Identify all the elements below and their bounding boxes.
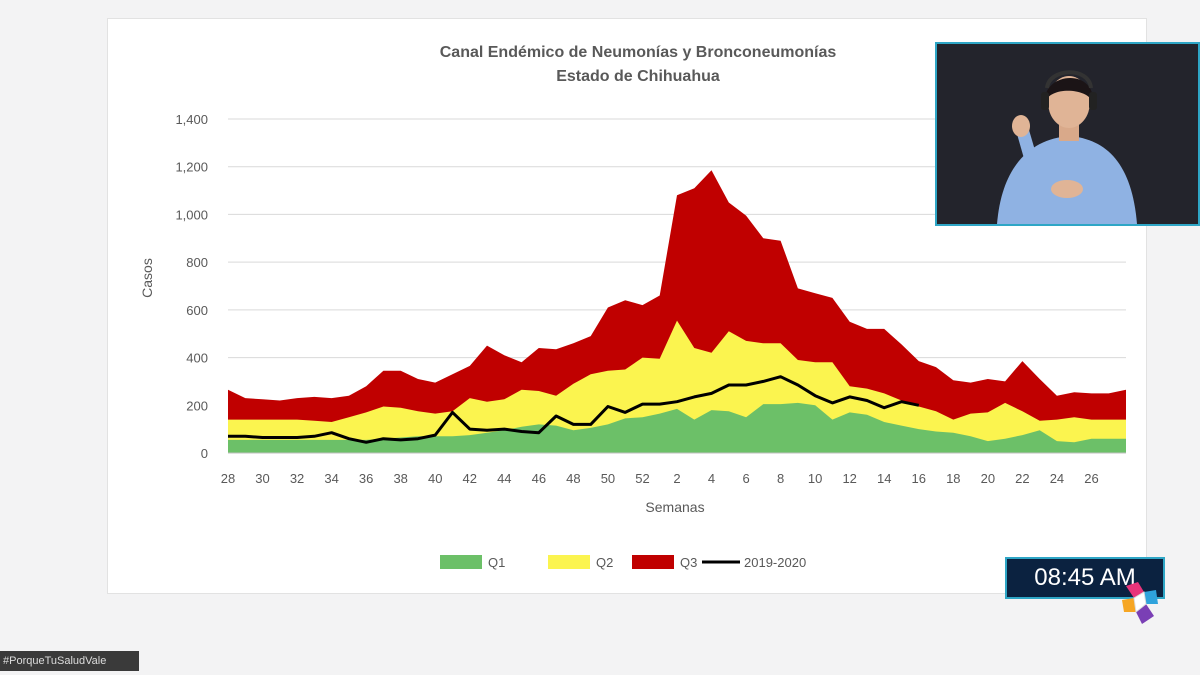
x-tick-label: 22 [1015,471,1029,486]
x-tick-label: 2 [673,471,680,486]
x-tick-label: 28 [221,471,235,486]
x-tick-label: 42 [463,471,477,486]
x-tick-label: 18 [946,471,960,486]
chart-title-line-2: Estado de Chihuahua [556,68,720,85]
x-tick-label: 52 [635,471,649,486]
x-tick-label: 46 [532,471,546,486]
x-tick-label: 20 [981,471,995,486]
interpreter-figure [937,44,1198,224]
x-tick-label: 14 [877,471,891,486]
x-tick-label: 38 [393,471,407,486]
chart-title-line-1: Canal Endémico de Neumonías y Bronconeum… [439,44,837,61]
y-tick-label: 400 [186,351,208,366]
y-tick-label: 1,400 [175,112,208,127]
y-tick-label: 1,000 [175,207,208,222]
hashtag-banner: #PorqueTuSaludVale [0,651,139,671]
x-tick-label: 40 [428,471,442,486]
x-tick-label: 4 [708,471,715,486]
y-tick-label: 0 [201,446,208,461]
x-tick-label: 32 [290,471,304,486]
x-tick-label: 48 [566,471,580,486]
x-tick-label: 36 [359,471,373,486]
x-tick-label: 12 [842,471,856,486]
x-tick-label: 16 [912,471,926,486]
y-tick-label: 800 [186,255,208,270]
x-tick-label: 50 [601,471,615,486]
legend-swatch-q2 [548,555,590,569]
chart-title: Canal Endémico de Neumonías y Bronconeum… [368,41,908,89]
x-tick-label: 26 [1084,471,1098,486]
y-axis-label: Casos [139,258,155,298]
area-q1 [228,402,1126,453]
legend-label: 2019-2020 [744,555,806,570]
legend-swatch-q3 [632,555,674,569]
x-tick-label: 44 [497,471,511,486]
y-tick-label: 600 [186,303,208,318]
y-tick-label: 200 [186,398,208,413]
legend-swatch-q1 [440,555,482,569]
area-q2 [228,320,1126,453]
y-tick-label: 1,200 [175,160,208,175]
line-2019-2020 [228,375,920,444]
sign-language-interpreter-video [935,42,1200,226]
x-tick-label: 30 [255,471,269,486]
x-tick-label: 34 [324,471,338,486]
x-tick-label: 8 [777,471,784,486]
legend-label: Q2 [596,555,613,570]
x-tick-label: 6 [742,471,749,486]
area-q3 [228,170,1126,454]
channel-logo-icon [1122,582,1158,624]
legend-label: Q3 [680,555,697,570]
x-tick-label: 10 [808,471,822,486]
x-axis-label: Semanas [645,499,704,515]
legend-label: Q1 [488,555,505,570]
x-tick-label: 24 [1050,471,1064,486]
